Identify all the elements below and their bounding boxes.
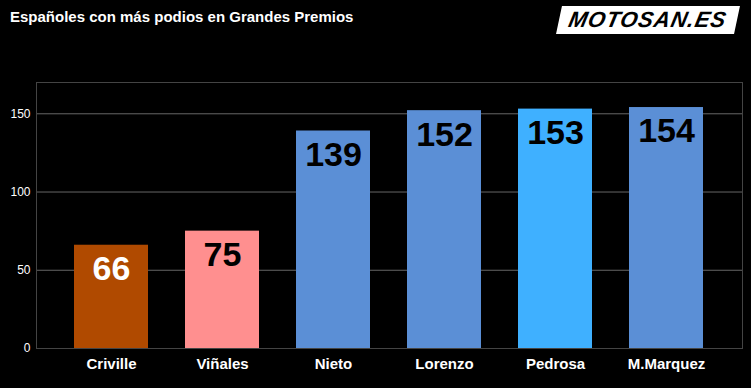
svg-text:152: 152 — [416, 115, 473, 153]
svg-text:66: 66 — [93, 249, 131, 287]
html-text:Españoles con más podios en Gr: Españoles con más podios en Grandes Prem… — [10, 8, 354, 25]
svg-text:154: 154 — [638, 111, 695, 149]
svg-text:139: 139 — [305, 135, 362, 173]
svg-text:150: 150 — [10, 107, 30, 121]
svg-text:Viñales: Viñales — [196, 355, 248, 372]
svg-text:Nieto: Nieto — [315, 355, 353, 372]
svg-text:50: 50 — [17, 263, 31, 277]
svg-text:Criville: Criville — [86, 355, 136, 372]
svg-text:0: 0 — [24, 341, 31, 355]
html-text:MOTOSAN.ES: MOTOSAN.ES — [566, 7, 730, 32]
svg-text:100: 100 — [10, 185, 30, 199]
svg-text:153: 153 — [527, 113, 584, 151]
svg-text:Lorenzo: Lorenzo — [415, 355, 473, 372]
svg-text:Pedrosa: Pedrosa — [526, 355, 586, 372]
svg-text:75: 75 — [204, 235, 242, 273]
svg-text:M.Marquez: M.Marquez — [628, 355, 706, 372]
